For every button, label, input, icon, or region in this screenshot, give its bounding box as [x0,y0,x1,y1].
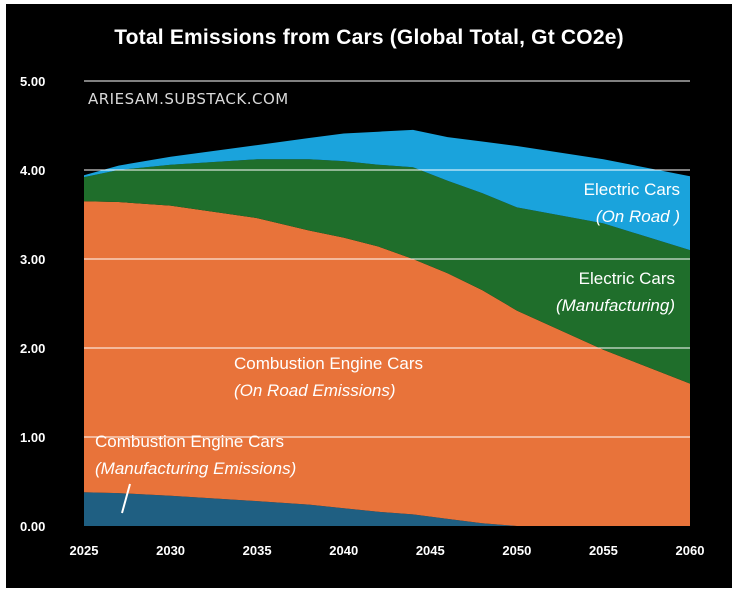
y-tick-label: 5.00 [20,74,45,89]
x-tick-label: 2025 [70,543,99,558]
series-label-sub: (On Road Emissions) [234,381,396,400]
area-series-1 [84,492,690,526]
area-series-4 [84,129,690,251]
series-label: Combustion Engine Cars [234,354,423,373]
x-tick-label: 2045 [416,543,445,558]
series-label: Electric Cars [579,269,675,288]
watermark: ARIESAM.SUBSTACK.COM [88,90,289,108]
x-tick-label: 2035 [243,543,272,558]
x-tick-label: 2040 [329,543,358,558]
series-label-sub: (Manufacturing Emissions) [95,459,296,478]
chart-title: Total Emissions from Cars (Global Total,… [114,26,624,49]
y-tick-label: 1.00 [20,430,45,445]
series-label: Electric Cars [584,180,680,199]
y-tick-label: 2.00 [20,341,45,356]
series-label: Combustion Engine Cars [95,432,284,451]
area-series-3 [84,159,690,384]
series-label-sub: (Manufacturing) [556,296,675,315]
y-tick-label: 0.00 [20,519,45,534]
series-label-sub: (On Road ) [596,207,680,226]
x-tick-label: 2055 [589,543,618,558]
y-tick-label: 3.00 [20,252,45,267]
area-series-2 [84,201,690,526]
y-tick-label: 4.00 [20,163,45,178]
x-tick-label: 2060 [676,543,705,558]
x-tick-label: 2030 [156,543,185,558]
x-tick-label: 2050 [502,543,531,558]
annotation-pointer [121,483,131,514]
